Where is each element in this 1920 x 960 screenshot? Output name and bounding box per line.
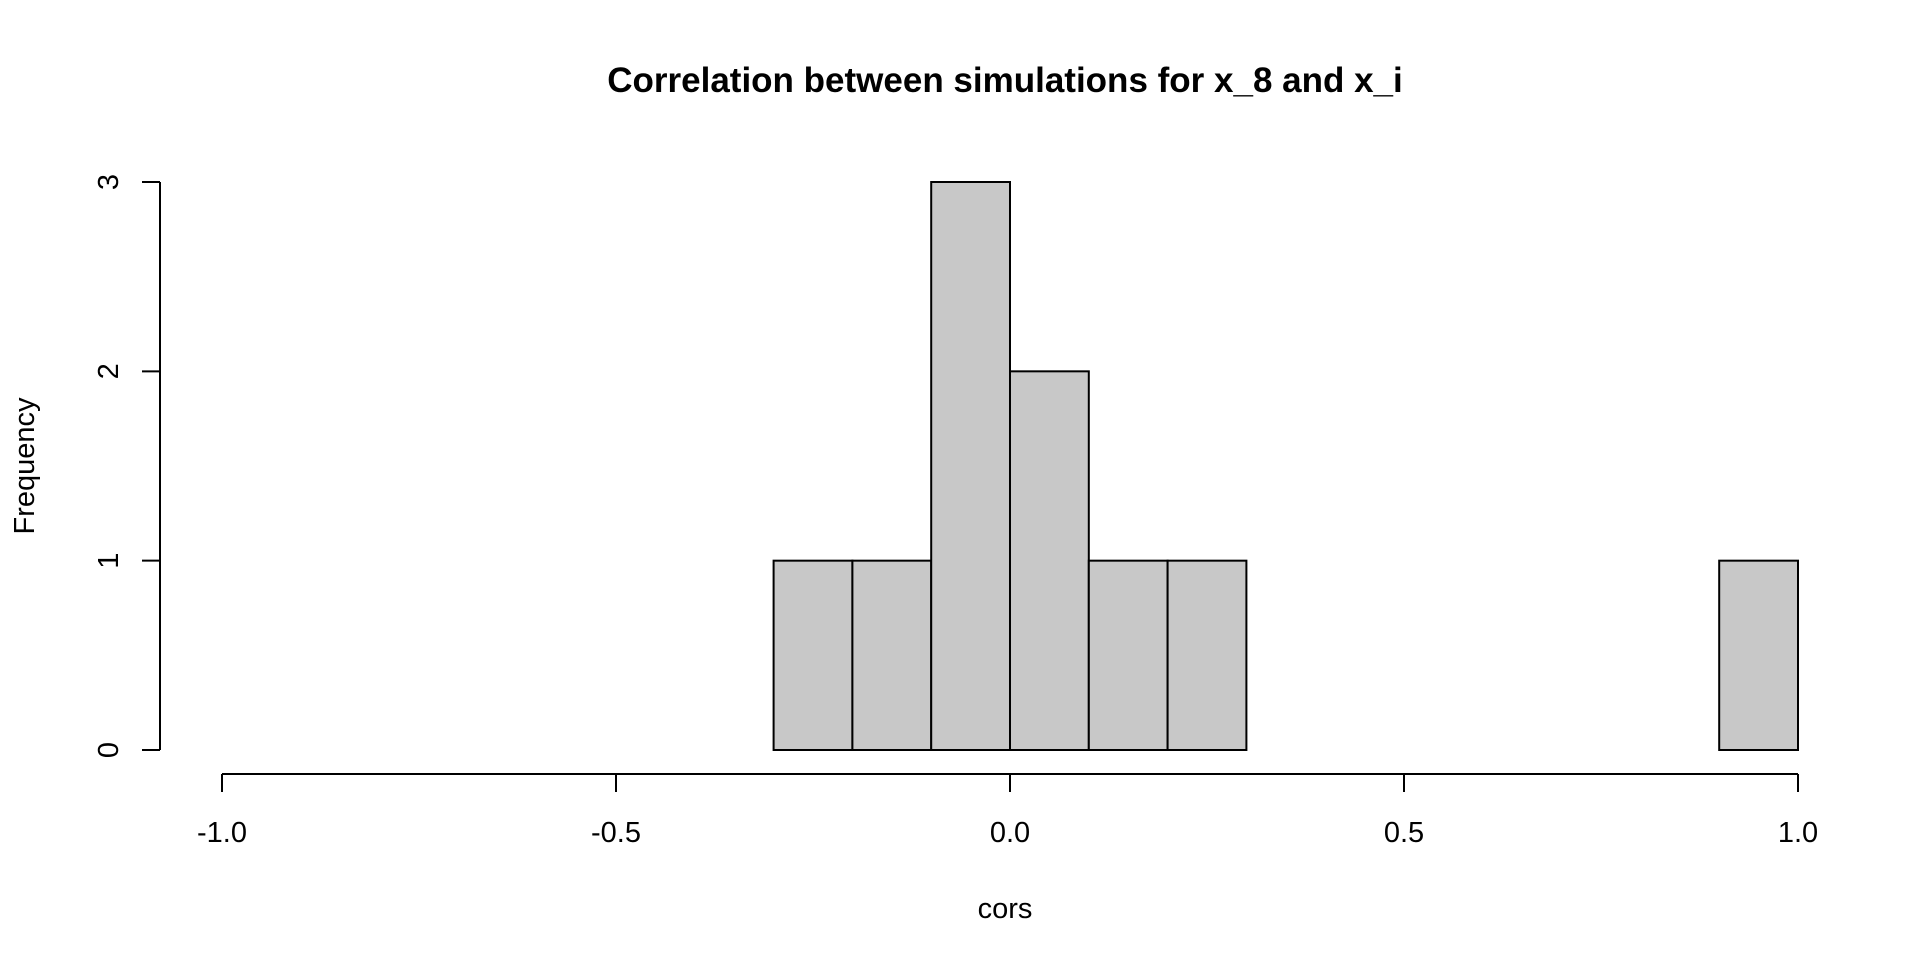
bars [772, 181, 1799, 752]
x-tick-label: -1.0 [197, 817, 247, 849]
histogram-bar [1166, 559, 1248, 752]
histogram-bar [772, 559, 854, 752]
chart-title: Correlation between simulations for x_8 … [607, 61, 1402, 100]
y-tick-label: 0 [93, 742, 125, 758]
x-tick-label: 1.0 [1778, 817, 1818, 849]
histogram-bar [1009, 370, 1090, 751]
histogram-bar [1718, 559, 1799, 752]
histogram-bar [851, 559, 933, 752]
histogram-bar [1087, 559, 1169, 752]
y-tick-label: 3 [93, 174, 125, 190]
x-axis: -1.0 -0.5 0.0 0.5 1.0 [197, 773, 1818, 849]
x-tick-label: 0.0 [990, 817, 1030, 849]
x-tick-label: 0.5 [1384, 817, 1424, 849]
x-axis-label: cors [978, 893, 1033, 925]
y-tick-label: 2 [93, 363, 125, 379]
y-tick-label: 1 [93, 553, 125, 569]
histogram-bar [930, 181, 1012, 751]
y-axis-label: Frequency [9, 397, 41, 535]
x-tick-label: -0.5 [591, 817, 641, 849]
y-axis: 0 1 2 3 [93, 174, 161, 758]
